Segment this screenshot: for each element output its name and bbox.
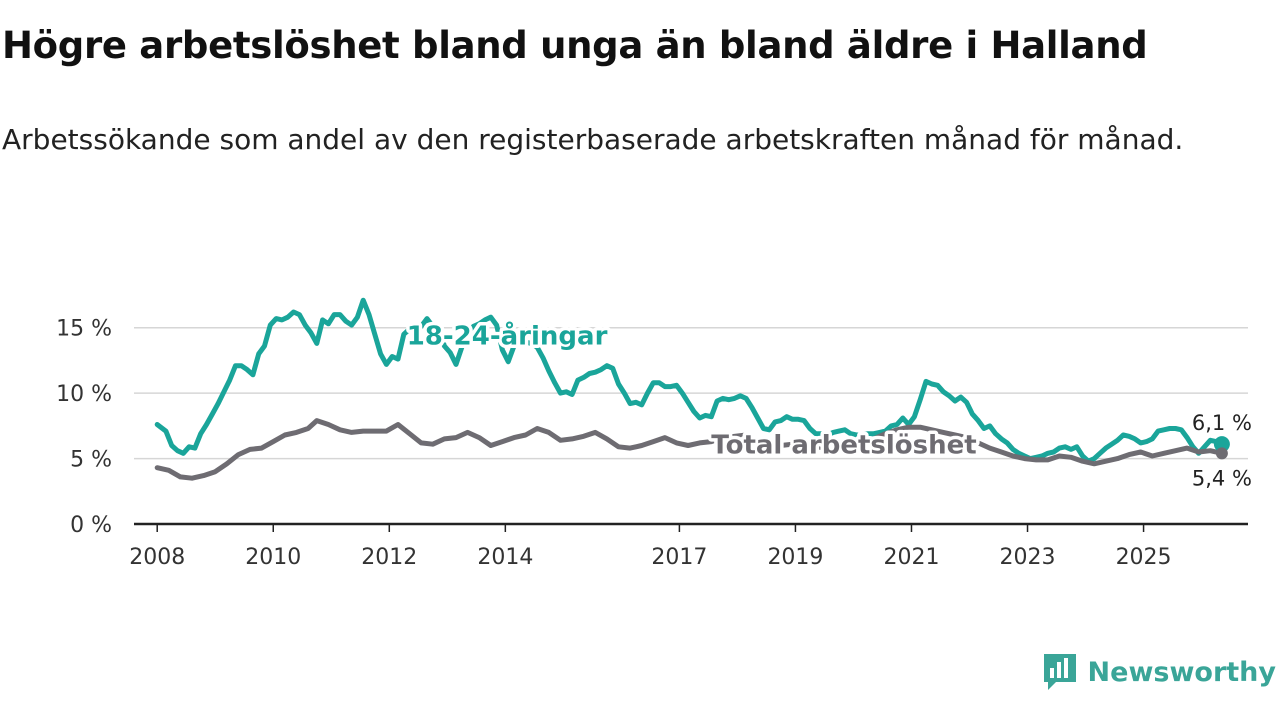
x-tick-label: 2019	[767, 545, 823, 570]
series-label-total: Total arbetslöshet	[711, 430, 976, 460]
end-point-youth	[1213, 436, 1230, 453]
x-tick-label: 2021	[883, 545, 939, 570]
y-tick-label: 5 %	[70, 448, 112, 473]
x-tick-label: 2008	[129, 545, 185, 570]
x-tick-label: 2023	[1000, 545, 1056, 570]
series-line-total	[154, 418, 1225, 481]
brand-logo[interactable]: Newsworthy	[1042, 652, 1276, 692]
series-label-youth: 18-24-åringar	[407, 320, 608, 352]
x-tick-label: 2017	[651, 545, 707, 570]
end-point-total	[1215, 447, 1228, 460]
grid-lines	[134, 326, 1248, 460]
y-tick-label: 15 %	[56, 317, 112, 342]
series-lines	[154, 297, 1225, 481]
x-tick-label: 2025	[1116, 545, 1172, 570]
newsworthy-logo-icon	[1043, 654, 1076, 690]
annotations: 18-24-åringar Total arbetslöshet 6,1 % 5,4 …	[403, 316, 1254, 493]
y-tick-label: 0 %	[70, 513, 112, 538]
x-tick-label: 2014	[477, 545, 533, 570]
x-tick-label: 2010	[245, 545, 301, 570]
x-tick-label: 2012	[361, 545, 417, 570]
end-label-total: 5,4 %	[1192, 466, 1252, 490]
y-tick-label: 10 %	[56, 382, 112, 407]
series-line-youth	[154, 297, 1225, 464]
chart-subtitle: Arbetssökande som andel av den registerb…	[2, 123, 1184, 156]
brand-name: Newsworthy	[1087, 656, 1276, 688]
axes: 0 % 5 % 10 % 15 % 2008 2010 2012 2014 2017 2019 20…	[56, 317, 1248, 570]
chart-title: Högre arbetslöshet bland unga än bland ä…	[2, 24, 1148, 67]
end-label-youth: 6,1 %	[1192, 411, 1252, 435]
